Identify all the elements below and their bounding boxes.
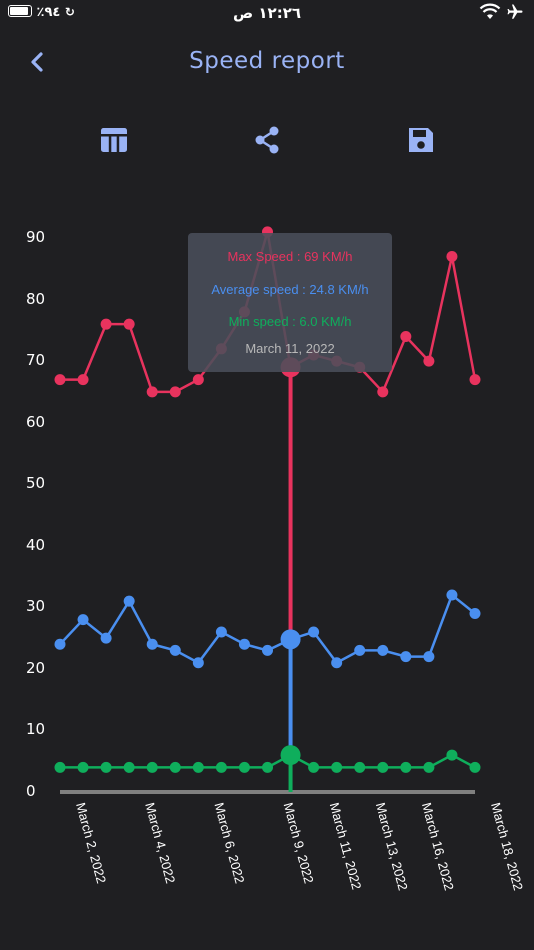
min-speed-point — [77, 761, 89, 773]
min-speed-point — [400, 761, 412, 773]
battery-indicator: ٪٩٤ ↻ — [8, 5, 75, 20]
y-tick-label: 10 — [26, 720, 46, 739]
avg-speed-point — [308, 626, 320, 638]
avg-speed-point — [123, 595, 135, 607]
max-speed-point — [377, 386, 389, 398]
x-tick-label: March 13, 2022 — [373, 801, 411, 892]
table-icon — [101, 128, 127, 152]
avg-speed-point — [280, 629, 301, 650]
tooltip-box — [188, 233, 392, 372]
max-speed-point — [100, 318, 112, 330]
min-speed-point — [446, 749, 458, 761]
y-tick-label: 80 — [26, 289, 46, 308]
tooltip-min-speed: Min speed : 6.0 KM/h — [229, 314, 352, 329]
x-tick-label: March 18, 2022 — [488, 801, 526, 892]
min-speed-point — [354, 761, 366, 773]
max-speed-point — [77, 374, 89, 386]
tooltip-avg-speed: Average speed : 24.8 KM/h — [211, 282, 368, 297]
min-speed-point — [331, 761, 343, 773]
status-time: ١٢:٢٦ ص — [232, 4, 302, 22]
avg-speed-point — [400, 651, 412, 663]
x-tick-label: March 6, 2022 — [211, 801, 247, 885]
y-tick-label: 70 — [26, 351, 46, 370]
status-bar: ٪٩٤ ↻ ١٢:٢٦ ص — [0, 0, 534, 28]
tooltip-max-speed: Max Speed : 69 KM/h — [227, 249, 352, 264]
min-speed-point — [215, 761, 227, 773]
min-speed-point — [54, 761, 66, 773]
max-speed-point — [123, 318, 135, 330]
battery-icon — [8, 5, 32, 17]
min-speed-point — [469, 761, 481, 773]
min-speed-point — [280, 745, 301, 766]
avg-speed-point — [331, 657, 343, 669]
avg-speed-point — [215, 626, 227, 638]
avg-speed-point — [262, 644, 273, 656]
y-tick-label: 30 — [26, 597, 46, 616]
y-tick-label: 20 — [26, 658, 46, 677]
back-button[interactable] — [22, 46, 54, 78]
speed-chart[interactable]: March 2, 2022 March 4, 2022 March 6, 2022 M… — [0, 195, 534, 935]
save-icon — [409, 128, 433, 152]
max-speed-point — [54, 374, 66, 386]
min-speed-point — [308, 761, 320, 773]
min-speed-point — [169, 761, 181, 773]
x-tick-label: March 9, 2022 — [281, 801, 317, 885]
min-speed-point — [377, 761, 389, 773]
nav-bar: Speed report — [0, 40, 534, 86]
min-speed-point — [100, 761, 112, 773]
max-speed-point — [146, 386, 158, 398]
table-view-button[interactable] — [94, 120, 134, 160]
avg-speed-point — [446, 589, 458, 601]
y-tick-label: 0 — [26, 782, 36, 800]
min-speed-point — [192, 761, 204, 773]
max-speed-point — [469, 374, 481, 386]
status-right-icons — [479, 3, 524, 22]
min-speed-point — [423, 761, 435, 773]
max-speed-point — [446, 250, 458, 262]
avg-speed-point — [77, 614, 89, 626]
min-speed-point — [123, 761, 135, 773]
x-tick-label: March 2, 2022 — [73, 801, 109, 885]
battery-percent: ٪٩٤ — [36, 5, 61, 20]
wifi-icon — [479, 3, 501, 19]
y-tick-label: 40 — [26, 535, 46, 554]
avg-speed-point — [100, 632, 112, 644]
share-button[interactable] — [247, 120, 287, 160]
y-tick-label: 90 — [26, 228, 46, 246]
chevron-left-icon — [31, 52, 43, 72]
max-speed-point — [169, 386, 181, 398]
avg-speed-point — [238, 638, 250, 650]
x-tick-label: March 16, 2022 — [419, 801, 457, 892]
min-speed-point — [146, 761, 158, 773]
x-tick-label: March 11, 2022 — [327, 801, 365, 891]
avg-speed-point — [169, 644, 181, 656]
max-speed-point — [400, 330, 412, 342]
lock-rotation-icon: ↻ — [64, 5, 75, 19]
share-icon — [255, 126, 279, 154]
avg-speed-point — [146, 638, 158, 650]
avg-speed-point — [423, 651, 435, 663]
max-speed-point — [423, 355, 435, 367]
min-speed-point — [262, 761, 273, 773]
tooltip-date: March 11, 2022 — [245, 341, 334, 356]
x-tick-label: March 4, 2022 — [142, 801, 178, 885]
avg-speed-point — [54, 638, 66, 650]
airplane-icon — [507, 4, 523, 19]
y-tick-label: 50 — [26, 474, 46, 493]
max-speed-point — [192, 374, 204, 386]
avg-speed-point — [354, 644, 366, 656]
min-speed-point — [238, 761, 250, 773]
avg-speed-point — [469, 607, 481, 619]
avg-speed-point — [377, 644, 389, 656]
y-tick-label: 60 — [26, 412, 46, 431]
avg-speed-point — [192, 657, 204, 669]
page-title: Speed report — [189, 48, 345, 74]
save-button[interactable] — [401, 120, 441, 160]
